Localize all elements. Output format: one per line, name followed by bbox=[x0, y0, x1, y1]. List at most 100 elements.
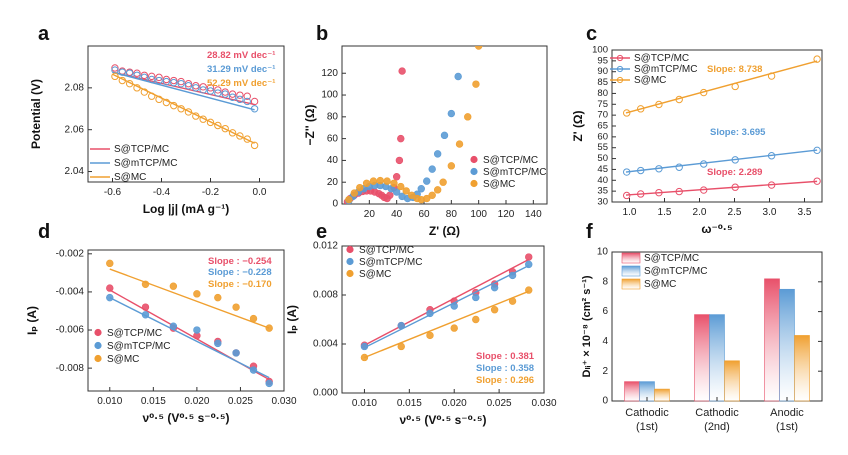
plot-frame bbox=[87, 45, 285, 183]
y-tick-label: 0.004 bbox=[313, 339, 338, 350]
y-tick-label: 60 bbox=[597, 131, 608, 142]
bar bbox=[764, 278, 780, 402]
series-2 bbox=[106, 259, 273, 332]
legend-swatch bbox=[621, 278, 641, 290]
data-point bbox=[162, 77, 171, 86]
legend-label: S@TCP/MC bbox=[644, 253, 699, 264]
data-point bbox=[637, 105, 645, 113]
y-tick-label: 70 bbox=[597, 110, 608, 121]
data-point bbox=[177, 79, 185, 88]
panel-b: b 20 40 60 80 100 120 140 0 20 40 60 80 100 120 Z' (Ω) −… bbox=[303, 23, 548, 238]
data-point bbox=[177, 105, 185, 113]
x-tick-label: 1.0 bbox=[623, 207, 637, 218]
data-point bbox=[455, 140, 464, 148]
data-point bbox=[454, 72, 462, 81]
fit-line bbox=[109, 268, 270, 329]
x-tick-label: 0.030 bbox=[271, 396, 296, 407]
data-point bbox=[199, 115, 207, 123]
y-axis-title: Z' (Ω) bbox=[571, 110, 585, 141]
data-point bbox=[214, 293, 222, 302]
data-point bbox=[192, 82, 200, 90]
data-point bbox=[637, 166, 645, 175]
data-point bbox=[731, 82, 739, 91]
panel-label: d bbox=[38, 221, 50, 243]
plot-area bbox=[623, 55, 821, 200]
y-tick-label: 55 bbox=[597, 142, 608, 153]
data-point bbox=[250, 141, 259, 150]
x-category-label: (1st) bbox=[636, 421, 658, 433]
data-point bbox=[472, 80, 480, 88]
data-point bbox=[193, 326, 201, 334]
y-tick-label: 45 bbox=[597, 164, 608, 175]
data-point bbox=[433, 150, 442, 158]
data-point bbox=[243, 92, 251, 100]
data-point bbox=[221, 124, 229, 133]
data-point bbox=[433, 186, 442, 194]
data-point bbox=[236, 91, 244, 99]
legend-label: S@mTCP/MC bbox=[107, 341, 170, 352]
legend-marker bbox=[346, 245, 354, 254]
plot-area bbox=[111, 64, 259, 150]
panel-label: c bbox=[586, 23, 597, 45]
x-tick-label: 2.5 bbox=[728, 207, 742, 218]
data-point bbox=[177, 77, 185, 86]
data-point bbox=[472, 293, 480, 302]
x-category-label: Cathodic bbox=[695, 407, 739, 419]
data-point bbox=[474, 46, 483, 50]
legend: S@TCP/MC S@mTCP/MC S@MC bbox=[621, 252, 707, 290]
data-point bbox=[369, 177, 378, 185]
data-point bbox=[376, 176, 384, 185]
data-point bbox=[133, 71, 141, 79]
data-point bbox=[450, 302, 458, 310]
slope-annotation: Slope : −0.170 bbox=[208, 279, 272, 290]
panel-label: e bbox=[316, 221, 327, 243]
legend-label: S@mTCP/MC bbox=[634, 64, 697, 75]
data-point bbox=[417, 185, 425, 193]
x-tick-label: -0.4 bbox=[153, 187, 171, 198]
data-point bbox=[141, 311, 150, 319]
plot-frame bbox=[341, 245, 545, 394]
data-point bbox=[228, 90, 237, 98]
legend-marker bbox=[616, 65, 624, 73]
data-point bbox=[125, 79, 134, 88]
data-point bbox=[192, 84, 200, 92]
bar bbox=[709, 314, 725, 402]
series-1 bbox=[111, 66, 259, 113]
panel-label: a bbox=[38, 23, 50, 45]
data-point bbox=[148, 92, 156, 100]
data-point bbox=[206, 84, 215, 92]
data-point bbox=[508, 297, 517, 305]
x-tick-label: 40 bbox=[391, 209, 403, 220]
series-0 bbox=[623, 177, 821, 200]
data-point bbox=[813, 55, 821, 63]
y-axis-title: Dₗᵢ⁺ × 10⁻⁸ (cm² s⁻¹) bbox=[581, 275, 593, 377]
bar bbox=[779, 288, 795, 402]
data-point bbox=[392, 173, 401, 181]
panel-label: f bbox=[586, 221, 593, 243]
y-tick-label: 30 bbox=[597, 197, 608, 208]
data-point bbox=[228, 129, 237, 137]
y-tick-label: -0.006 bbox=[56, 325, 85, 336]
x-tick-label: 3.0 bbox=[763, 207, 777, 218]
data-point bbox=[637, 190, 645, 198]
bar bbox=[794, 335, 810, 402]
data-point bbox=[170, 101, 178, 110]
data-point bbox=[362, 179, 371, 187]
data-point bbox=[221, 90, 229, 98]
y-axis-title: Potential (V) bbox=[29, 79, 43, 149]
slope-annotation: 28.82 mV dec⁻¹ bbox=[207, 50, 275, 61]
y-tick-label: 60 bbox=[327, 133, 339, 144]
data-point bbox=[221, 88, 229, 96]
fit-line bbox=[364, 290, 529, 359]
data-point bbox=[655, 188, 663, 197]
y-tick-label: 90 bbox=[597, 66, 608, 77]
series-1 bbox=[360, 260, 533, 351]
y-tick-label: -0.008 bbox=[56, 363, 85, 374]
data-point bbox=[133, 69, 141, 77]
x-tick-label: 2.0 bbox=[693, 207, 707, 218]
y-tick-label: 100 bbox=[592, 45, 608, 56]
y-tick-label: 2 bbox=[602, 366, 608, 377]
x-tick-label: 140 bbox=[525, 209, 542, 220]
data-point bbox=[655, 165, 663, 173]
